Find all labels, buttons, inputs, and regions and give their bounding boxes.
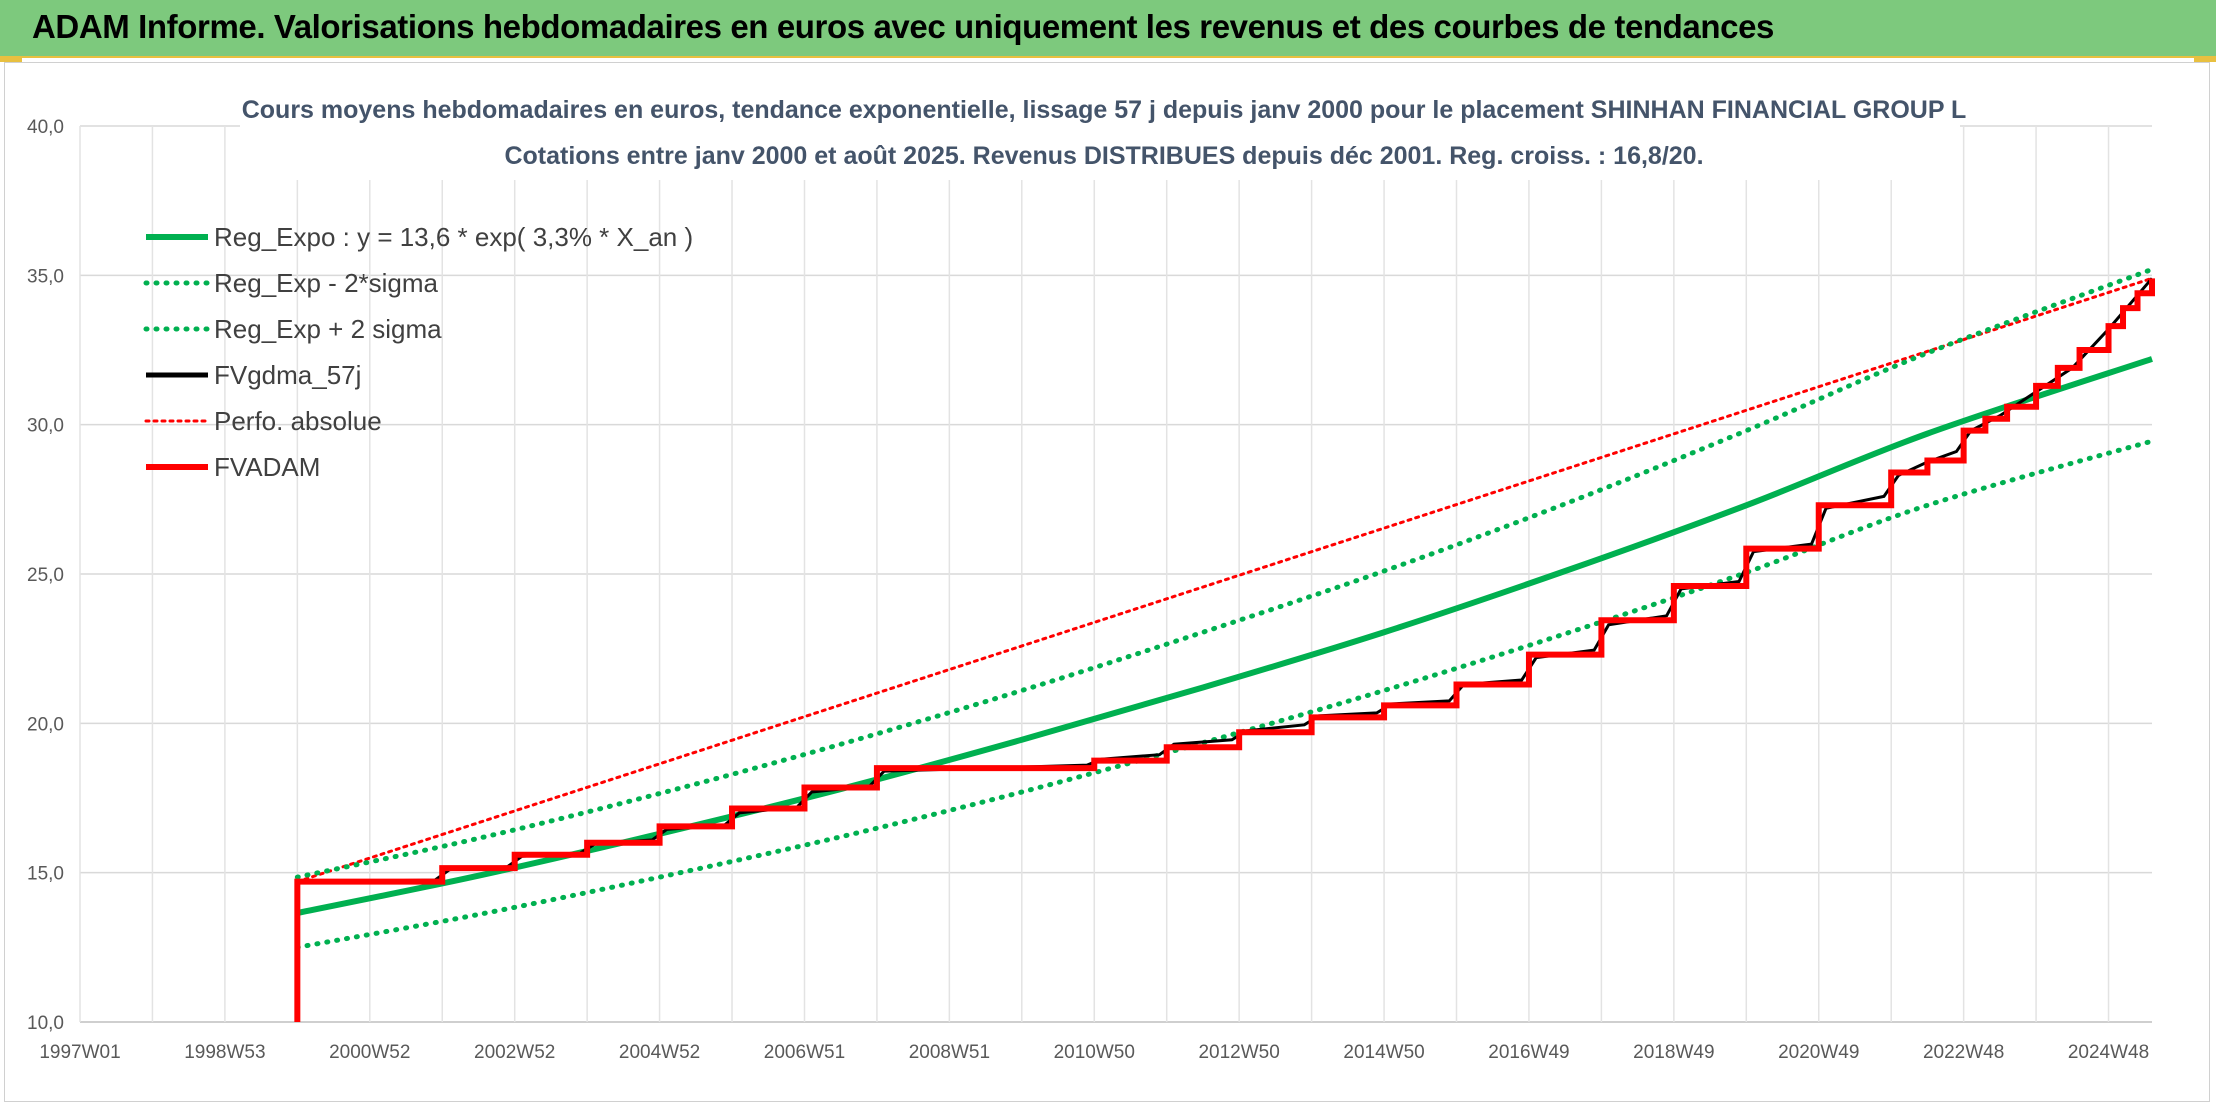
corner-marker-left bbox=[0, 56, 22, 62]
x-tick-label: 2018W49 bbox=[1633, 1042, 1714, 1063]
chart-title-line2: Cotations entre janv 2000 et août 2025. … bbox=[504, 142, 1703, 170]
x-tick-label: 2008W51 bbox=[909, 1042, 990, 1063]
legend-label-5: FVADAM bbox=[214, 452, 320, 482]
x-tick-label: 2010W50 bbox=[1054, 1042, 1135, 1063]
x-tick-label: 2016W49 bbox=[1488, 1042, 1569, 1063]
legend-label-2: Reg_Exp + 2 sigma bbox=[214, 314, 442, 344]
x-tick-label: 2006W51 bbox=[764, 1042, 845, 1063]
x-axis-ticks: 1997W01 1998W53 2000W52 2002W52 2004W52 2006W… bbox=[39, 1042, 2149, 1063]
y-tick-label: 10,0 bbox=[27, 1013, 64, 1034]
legend: Reg_Expo : y = 13,6 * exp( 3,3% * X_an )… bbox=[143, 222, 693, 482]
report-banner: ADAM Informe. Valorisations hebdomadaire… bbox=[0, 0, 2216, 58]
series-line-1 bbox=[294, 438, 2155, 950]
chart-frame bbox=[4, 62, 2210, 1102]
x-tick-label: 2004W52 bbox=[619, 1042, 700, 1063]
y-tick-label: 25,0 bbox=[27, 565, 64, 586]
x-tick-label: 1998W53 bbox=[184, 1042, 265, 1063]
x-tick-label: 2020W49 bbox=[1778, 1042, 1859, 1063]
x-tick-label: 2024W48 bbox=[2068, 1042, 2149, 1063]
y-tick-label: 35,0 bbox=[27, 266, 64, 287]
grid-lines bbox=[79, 125, 2152, 1023]
series-line-5 bbox=[294, 278, 2155, 1022]
corner-marker-right bbox=[2194, 56, 2216, 62]
x-tick-label: 2014W50 bbox=[1343, 1042, 1424, 1063]
series-group bbox=[294, 266, 2155, 1022]
x-tick-label: 2002W52 bbox=[474, 1042, 555, 1063]
title-background bbox=[240, 76, 1960, 180]
legend-label-3: FVgdma_57j bbox=[214, 360, 361, 390]
y-tick-label: 40,0 bbox=[27, 117, 64, 138]
series-line-3 bbox=[296, 356, 2153, 916]
legend-label-0: Reg_Expo : y = 13,6 * exp( 3,3% * X_an ) bbox=[214, 222, 693, 252]
chart-title-line1: Cours moyens hebdomadaires en euros, ten… bbox=[242, 96, 1967, 124]
legend-label-4: Perfo. absolue bbox=[214, 406, 382, 436]
y-tick-label: 20,0 bbox=[27, 714, 64, 735]
x-tick-label: 2000W52 bbox=[329, 1042, 410, 1063]
x-tick-label: 1997W01 bbox=[39, 1042, 120, 1063]
report-title: ADAM Informe. Valorisations hebdomadaire… bbox=[32, 8, 1774, 45]
y-tick-label: 15,0 bbox=[27, 864, 64, 885]
legend-label-1: Reg_Exp - 2*sigma bbox=[214, 268, 439, 298]
x-tick-label: 2012W50 bbox=[1198, 1042, 1279, 1063]
series-line-2 bbox=[294, 266, 2155, 880]
series-line-0 bbox=[295, 276, 2154, 884]
y-axis-ticks: 10,0 15,0 20,0 25,0 30,0 35,0 40,0 bbox=[27, 117, 64, 1034]
y-tick-label: 30,0 bbox=[27, 416, 64, 437]
x-tick-label: 2022W48 bbox=[1923, 1042, 2004, 1063]
